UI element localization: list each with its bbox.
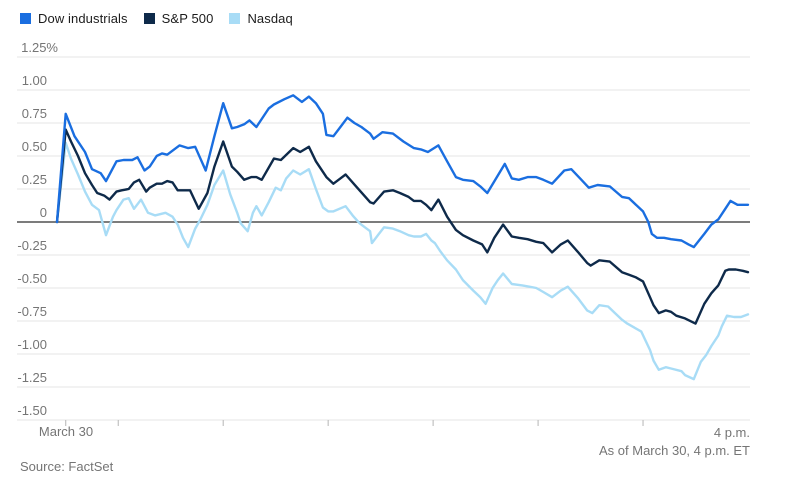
y-axis-label: 1.25% xyxy=(21,40,58,55)
y-axis-label: 0 xyxy=(39,205,47,220)
y-axis-label: -0.50 xyxy=(17,271,47,286)
y-axis-label: -0.75 xyxy=(17,304,47,319)
y-axis-label: 1.00 xyxy=(21,73,47,88)
legend-item-sp500: S&P 500 xyxy=(143,11,214,26)
x-axis-label-start: March 30 xyxy=(38,424,94,439)
legend-label-sp500: S&P 500 xyxy=(161,11,214,26)
y-axis-label: -1.00 xyxy=(17,337,47,352)
legend-label-dow: Dow industrials xyxy=(38,11,128,26)
series-line-nasdaq xyxy=(55,141,750,381)
chart-legend: Dow industrials S&P 500 Nasdaq xyxy=(20,11,293,26)
legend-item-nasdaq: Nasdaq xyxy=(229,11,293,26)
legend-label-nasdaq: Nasdaq xyxy=(247,11,293,26)
y-axis-label: 0.25 xyxy=(21,172,47,187)
x-axis-label-end: 4 p.m. xyxy=(713,425,750,440)
y-axis-label: 0.50 xyxy=(21,139,47,154)
legend-item-dow: Dow industrials xyxy=(20,11,128,26)
dow-series-swatch-icon xyxy=(20,13,31,24)
series-line-dow-industrials xyxy=(55,94,750,249)
y-axis-label: -1.50 xyxy=(17,403,47,418)
as-of-note: As of March 30, 4 p.m. ET xyxy=(599,443,750,458)
series-line-s-p-500 xyxy=(55,128,750,325)
nasdaq-series-swatch-icon xyxy=(229,13,241,24)
sp500-series-swatch-icon xyxy=(143,13,155,24)
source-note: Source: FactSet xyxy=(20,459,114,474)
y-axis-label: -1.25 xyxy=(17,370,47,385)
y-axis-label: 0.75 xyxy=(21,106,47,121)
y-axis-label: -0.25 xyxy=(17,238,47,253)
